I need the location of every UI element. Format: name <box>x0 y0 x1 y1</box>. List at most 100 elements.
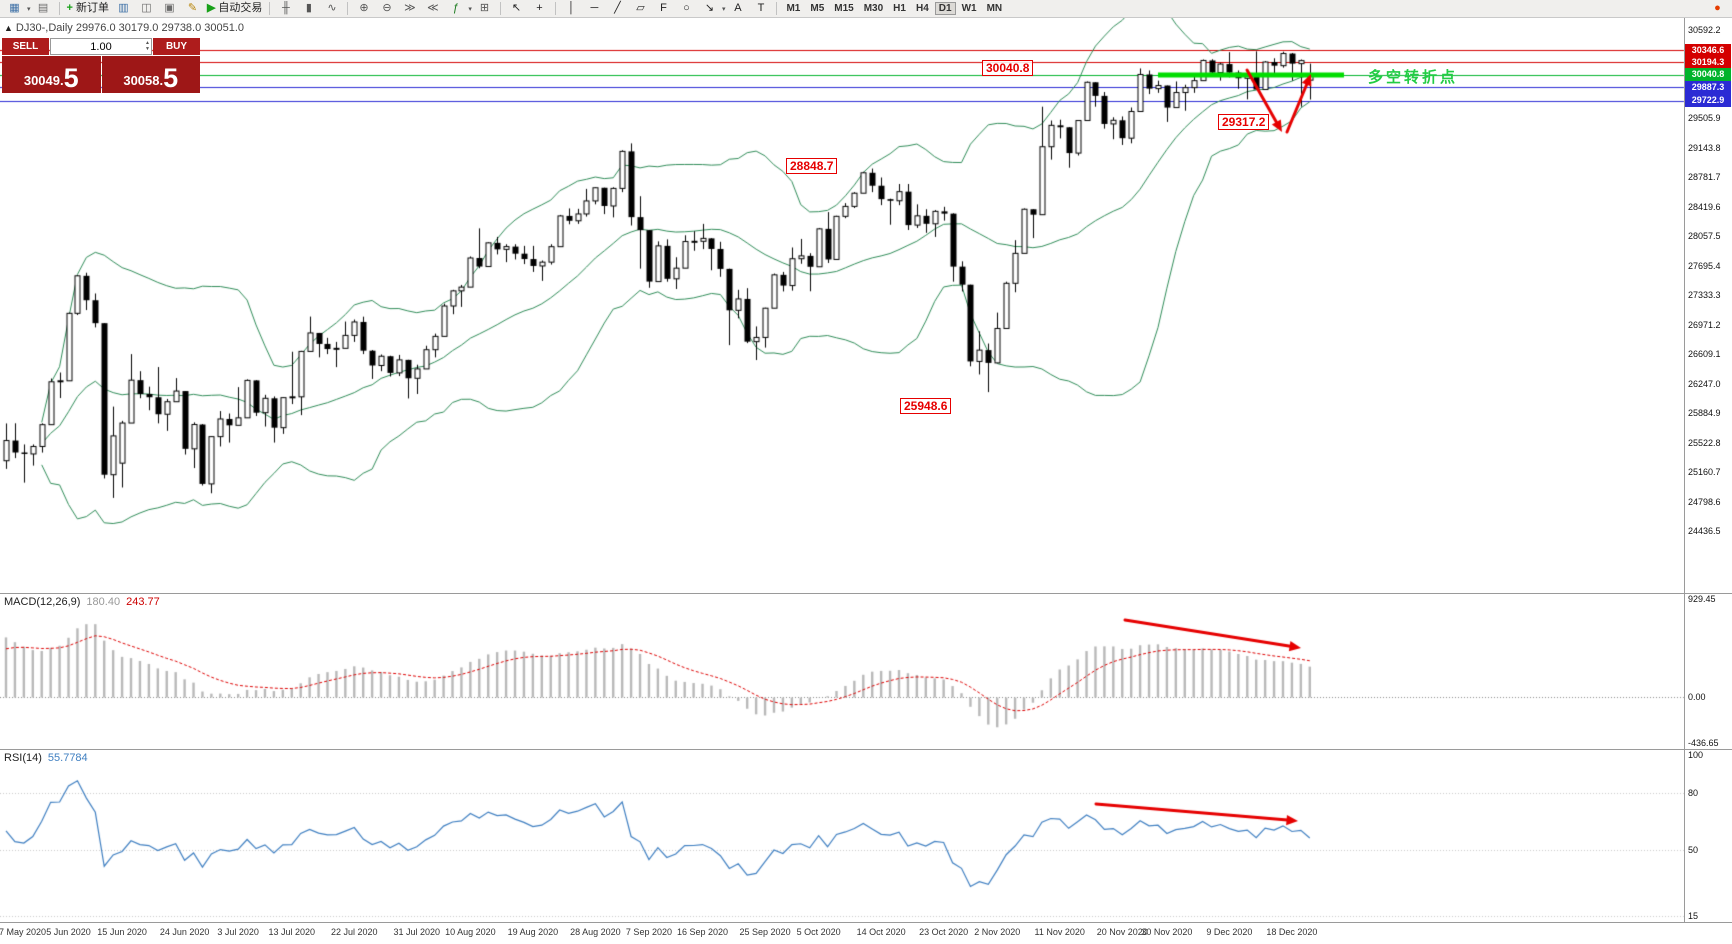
arrow-object-icon[interactable]: ↘ <box>704 2 715 14</box>
date-label: 2 Nov 2020 <box>974 927 1021 937</box>
rsi-axis-label: 15 <box>1688 911 1699 921</box>
buy-price-big-digit: 5 <box>163 63 179 94</box>
autotrading-button[interactable]: ▶ 自动交易 <box>205 1 264 16</box>
date-label: 5 Jun 2020 <box>46 927 91 937</box>
price-tick-label: 28781.7 <box>1688 172 1721 183</box>
crosshair-icon[interactable]: + <box>536 2 543 14</box>
price-line-badge: 29887.3 <box>1685 80 1731 94</box>
pane-separator[interactable] <box>0 749 1732 750</box>
price-line-badge: 30194.3 <box>1685 55 1731 69</box>
rsi-name: RSI(14) <box>4 752 42 764</box>
timeframe-button-h4[interactable]: H4 <box>915 3 929 14</box>
buy-button[interactable]: BUY <box>153 38 200 55</box>
buy-price-display[interactable]: 30058. 5 <box>101 56 200 94</box>
date-label: 3 Jul 2020 <box>217 927 259 937</box>
timeframe-button-m5[interactable]: M5 <box>810 3 825 14</box>
date-label: 24 Jun 2020 <box>159 927 210 937</box>
market-watch-icon[interactable]: ▥ <box>118 2 129 14</box>
price-callout[interactable]: 30040.8 <box>982 60 1034 76</box>
profiles-icon[interactable]: ▤ <box>37 2 49 14</box>
date-label: 15 Jun 2020 <box>97 927 147 937</box>
timeframe-button-m30[interactable]: M30 <box>863 3 884 14</box>
sell-button[interactable]: SELL <box>2 38 49 55</box>
price-tick-label: 27333.3 <box>1688 290 1721 301</box>
date-label: 27 May 2020 <box>0 927 47 937</box>
date-label: 28 Aug 2020 <box>570 927 621 937</box>
spinner-down-icon[interactable]: ▼ <box>145 46 150 52</box>
dropdown-arrow-icon[interactable]: ▾ <box>27 5 31 13</box>
timeframe-button-mn[interactable]: MN <box>986 3 1003 14</box>
price-callout[interactable]: 28848.7 <box>786 158 838 174</box>
timeframe-button-d1[interactable]: D1 <box>934 2 956 15</box>
timeframe-button-m1[interactable]: M1 <box>786 3 801 14</box>
auto-scroll-icon[interactable]: ≫ <box>404 2 416 14</box>
trendline-icon[interactable]: ╱ <box>614 2 621 14</box>
time-axis-separator <box>0 922 1732 923</box>
price-tick-label: 24798.6 <box>1688 496 1721 507</box>
rsi-axis-label: 50 <box>1688 844 1699 855</box>
window-marker-icon: ▲ <box>4 23 13 33</box>
chart-canvas[interactable] <box>0 18 1732 944</box>
dropdown-arrow-icon[interactable]: ▾ <box>721 5 726 13</box>
grid-icon[interactable]: ⊞ <box>479 2 490 14</box>
text-object-icon[interactable]: T <box>757 2 765 14</box>
price-line-badge: 29722.9 <box>1685 94 1731 108</box>
fibonacci-icon[interactable]: F <box>660 2 667 14</box>
navigator-icon[interactable]: ▣ <box>164 2 175 14</box>
lot-size-input[interactable]: 1.00 ▲ ▼ <box>50 38 152 55</box>
dropdown-arrow-icon[interactable]: ▾ <box>468 5 472 13</box>
sell-price-big-digit: 5 <box>63 63 79 94</box>
new-order-button-label: 新订单 <box>75 2 109 14</box>
line-chart-icon[interactable]: ∿ <box>327 2 337 14</box>
zoom-in-icon[interactable]: ⊕ <box>359 2 369 14</box>
shapes-icon[interactable]: ○ <box>683 2 690 14</box>
timeframe-button-h1[interactable]: H1 <box>893 3 906 14</box>
candlestick-chart-icon[interactable]: ▮ <box>305 2 312 14</box>
timeframe-button-m15[interactable]: M15 <box>834 3 854 14</box>
macd-axis-label: 929.45 <box>1688 594 1716 604</box>
price-callout[interactable]: 29317.2 <box>1218 114 1270 130</box>
rsi-value: 55.7784 <box>47 752 88 764</box>
data-window-icon[interactable]: ◫ <box>141 2 152 14</box>
sell-price-small-digits: 30049. <box>23 73 64 88</box>
indicators-icon[interactable]: ƒ <box>452 2 459 14</box>
zoom-out-icon[interactable]: ⊖ <box>382 2 392 14</box>
price-tick-label: 26971.2 <box>1688 319 1721 330</box>
toolbar-separator <box>58 2 60 15</box>
account-status-icon[interactable]: ● <box>1714 2 1721 14</box>
date-label: 30 Nov 2020 <box>1141 927 1193 937</box>
pane-separator[interactable] <box>0 593 1732 594</box>
chart-shift-icon[interactable]: ≪ <box>427 2 439 14</box>
text-label-icon[interactable]: A <box>734 2 742 14</box>
sell-price-display[interactable]: 30049. 5 <box>2 56 101 93</box>
new-order-button[interactable]: + 新订单 <box>65 1 111 16</box>
new-chart-icon[interactable]: ▦ <box>9 2 20 14</box>
autotrading-button-icon: ▶ <box>206 2 216 14</box>
date-label: 18 Dec 2020 <box>1266 927 1318 937</box>
turning-point-annotation[interactable]: 多空转折点 <box>1368 69 1459 86</box>
price-tick-label: 28419.6 <box>1688 201 1721 212</box>
top-toolbar: ▦ ▾ ▤ + 新订单 ▥ ◫ ▣ ✎ ▶ 自动交易 ╫ ▮ ∿ ⊕ ⊖ ≫ ≪ ƒ ▾ ⊞ ↖ + │ ─ ╱ ▱ F ○ ↘ ▾ A T M1… <box>0 0 1732 18</box>
macd-signal-value: 243.77 <box>126 596 160 608</box>
price-tick-label: 25522.8 <box>1688 437 1721 448</box>
bar-chart-icon[interactable]: ╫ <box>282 2 290 14</box>
horizontal-line-icon[interactable]: ─ <box>590 2 599 14</box>
new-order-button-icon: + <box>66 2 73 14</box>
lot-size-value: 1.00 <box>90 40 112 53</box>
price-tick-label: 30592.2 <box>1688 25 1721 35</box>
vertical-line-icon[interactable]: │ <box>568 2 575 14</box>
metaeditor-icon[interactable]: ✎ <box>187 2 198 14</box>
date-label: 22 Jul 2020 <box>330 927 378 937</box>
macd-name: MACD(12,26,9) <box>4 596 81 608</box>
toolbar-separator <box>347 2 349 15</box>
equidistant-channel-icon[interactable]: ▱ <box>636 2 645 14</box>
lot-spinner[interactable]: ▲ ▼ <box>145 40 150 52</box>
cursor-icon[interactable]: ↖ <box>511 2 522 14</box>
rsi-axis-label: 80 <box>1688 787 1699 798</box>
spinner-up-icon[interactable]: ▲ <box>145 40 150 46</box>
timeframe-button-w1[interactable]: W1 <box>961 3 977 14</box>
price-axis-border <box>1684 18 1685 922</box>
price-line-badge: 30346.6 <box>1685 43 1731 57</box>
autotrading-button-label: 自动交易 <box>218 2 263 14</box>
price-callout[interactable]: 25948.6 <box>900 398 952 414</box>
